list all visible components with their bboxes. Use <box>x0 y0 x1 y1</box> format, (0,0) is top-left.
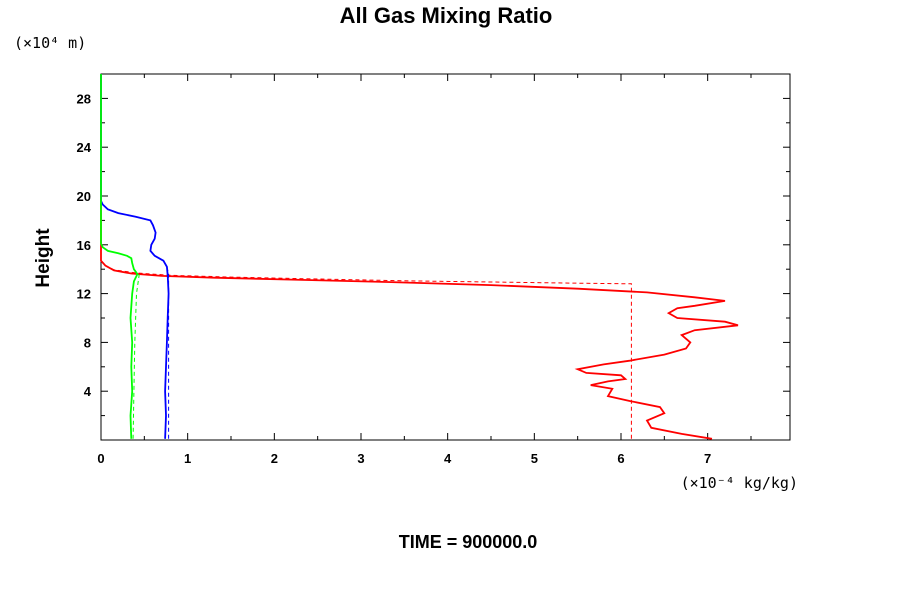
y-tick-label: 16 <box>77 238 91 253</box>
x-tick-label: 2 <box>271 451 278 466</box>
y-tick-label: 4 <box>84 384 92 399</box>
y-tick-label: 12 <box>77 287 91 302</box>
x-tick-label: 7 <box>704 451 711 466</box>
y-axis-unit: (×10⁴ m) <box>14 34 86 52</box>
x-axis-unit: (×10⁻⁴ kg/kg) <box>681 474 798 492</box>
y-tick-label: 20 <box>77 189 91 204</box>
time-label: TIME = 900000.0 <box>399 532 538 552</box>
x-tick-label: 3 <box>357 451 364 466</box>
red-dashed-line <box>100 260 632 439</box>
series-lines <box>100 74 739 440</box>
x-tick-label: 1 <box>184 451 191 466</box>
y-tick-label: 28 <box>77 91 91 106</box>
red-solid-line <box>100 74 739 440</box>
y-axis-label: Height <box>33 228 54 288</box>
green-dashed-line <box>131 262 140 439</box>
y-tick-label: 8 <box>84 335 91 350</box>
y-tick-label: 24 <box>77 140 92 155</box>
green-solid-line <box>100 74 139 439</box>
x-tick-label: 5 <box>531 451 538 466</box>
x-tick-label: 0 <box>97 451 104 466</box>
plot-frame <box>100 73 791 441</box>
blue-solid-line <box>100 74 170 439</box>
x-tick-label: 4 <box>444 451 452 466</box>
x-tick-label: 6 <box>617 451 624 466</box>
chart-title: All Gas Mixing Ratio <box>340 3 553 28</box>
